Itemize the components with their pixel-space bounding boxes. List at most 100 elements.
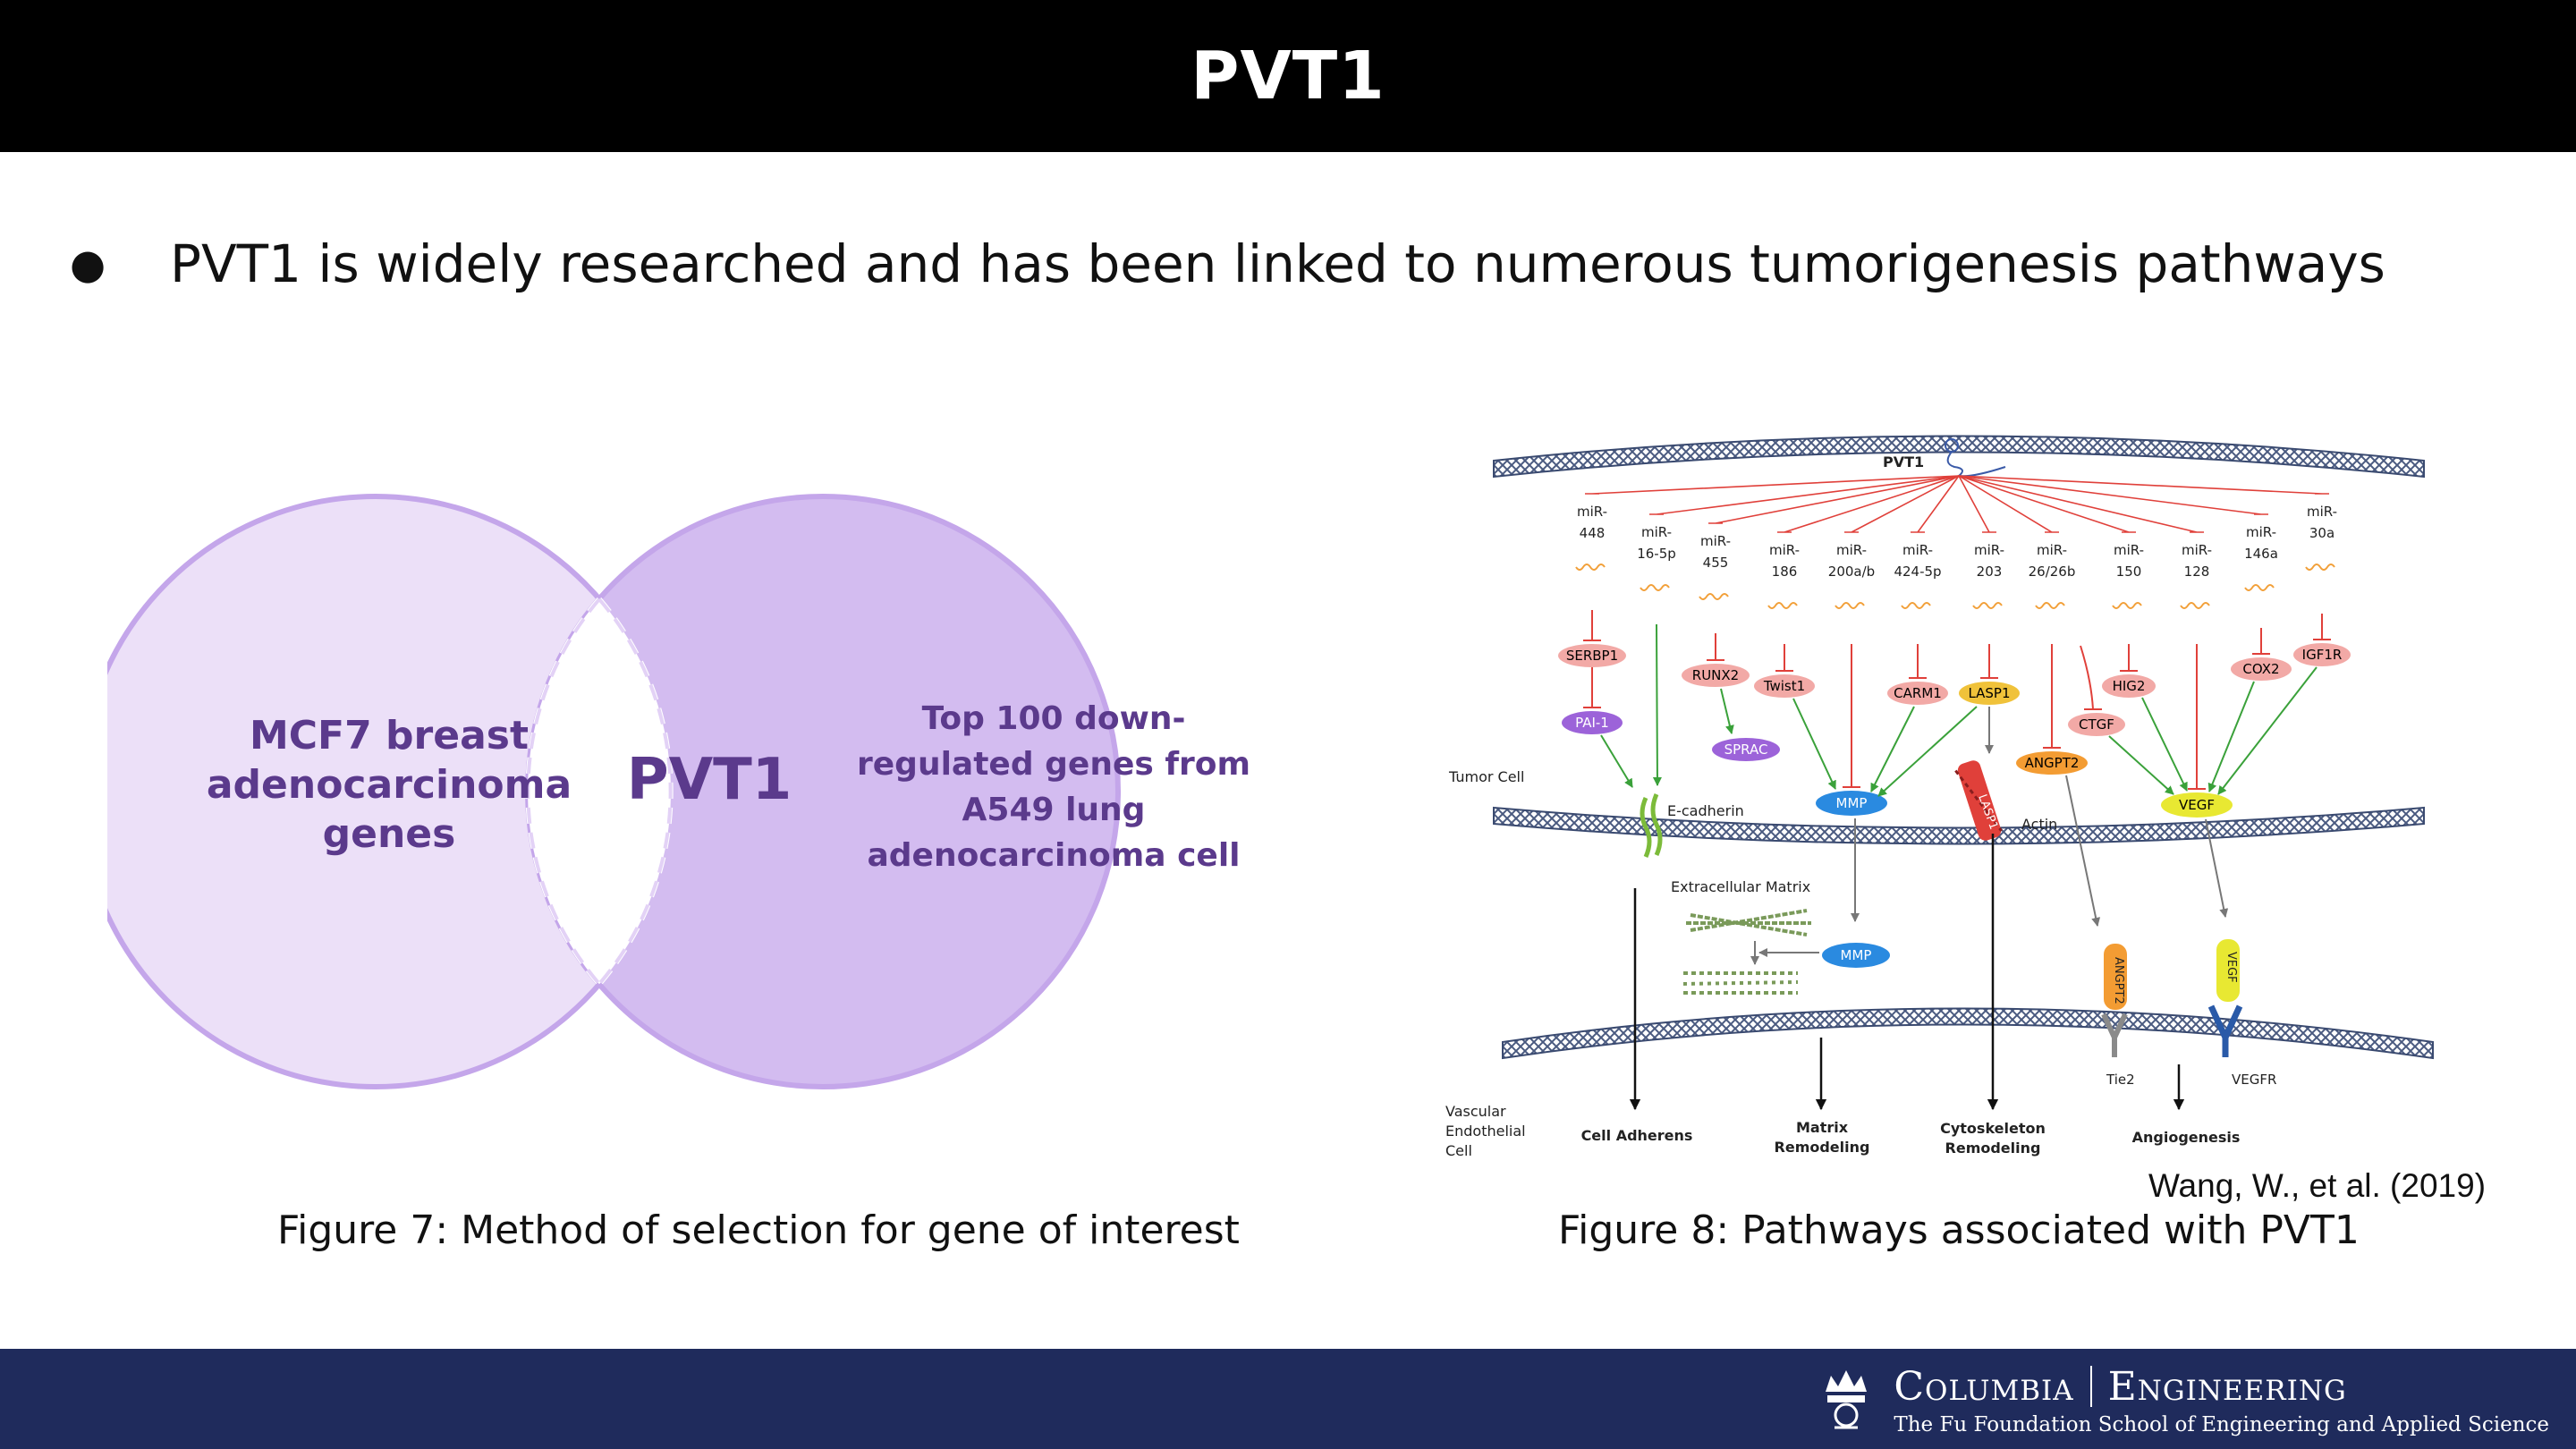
vascular-label: Vascular Endothelial Cell xyxy=(1445,1103,1526,1159)
mirna-label: 26/26b xyxy=(2029,564,2076,580)
venn-right-line: Top 100 down- xyxy=(922,700,1186,737)
vascular-label-line: Cell xyxy=(1445,1142,1472,1159)
activation-arrows xyxy=(1600,623,2318,797)
angpt2-receptor-icon: ANGPT2 xyxy=(2101,944,2128,1057)
venn-center-label: PVT1 xyxy=(627,747,792,813)
target-sprac: SPRAC xyxy=(1724,741,1768,758)
mirna-label: miR- xyxy=(2182,542,2212,558)
columbia-engineering-logo: Columbia Engineering The Fu Foundation S… xyxy=(1818,1361,2549,1438)
mirna-label: miR- xyxy=(1700,533,1731,549)
angpt2-receptor-label: ANGPT2 xyxy=(2112,957,2125,1004)
mirna-squiggle-icon xyxy=(2244,584,2275,591)
mirna-label: 424-5p xyxy=(1894,564,1941,580)
mirna-label: 200a/b xyxy=(1828,564,1875,580)
target-ctgf: CTGF xyxy=(2079,716,2114,733)
target-proteins: SERBP1 PAI-1 RUNX2 Twist1 SPRAC CARM1 LA… xyxy=(1558,643,2351,818)
logo-divider xyxy=(2089,1366,2092,1407)
pathway-diagram: PVT1 miR- 448 miR- 16-5p miR- 455 miR- 186 miR- 2… xyxy=(1445,435,2434,1159)
ecm-fibers-icon xyxy=(1682,909,1811,995)
venn-diagram: MCF7 breast adenocarcinoma genes PVT1 To… xyxy=(107,494,1250,1089)
pvt1-inhibition-line xyxy=(1777,475,1960,533)
tumor-cell-membrane xyxy=(1493,806,2425,845)
mirna-label: miR- xyxy=(1641,524,1672,540)
pvt1-inhibition-line xyxy=(1958,475,2268,515)
vegf-receptor-icon: VEGF xyxy=(2207,939,2243,1057)
mirna-label: 150 xyxy=(2116,564,2142,580)
mirna-squiggle-icon xyxy=(1901,602,1931,609)
pvt1-inhibition-line xyxy=(1958,475,2204,533)
mirna-label: 203 xyxy=(1977,564,2003,580)
mirna-squiggle-icon xyxy=(2305,564,2335,571)
title-bar: PVT1 xyxy=(0,0,2576,152)
mirna-squiggle-icon xyxy=(1575,564,1606,571)
figure8-caption: Figure 8: Pathways associated with PVT1 xyxy=(1558,1208,2360,1253)
target-angpt2: ANGPT2 xyxy=(2025,755,2080,771)
mirna-target-inhibitions xyxy=(1583,610,2331,790)
target-pai1: PAI-1 xyxy=(1575,715,1609,731)
mirna-squiggle-icon xyxy=(1972,602,2003,609)
venn-right-line: A549 lung xyxy=(962,792,1146,828)
outcome-matrix-line: Matrix xyxy=(1796,1119,1849,1136)
mirna-label: miR- xyxy=(2246,524,2276,540)
mirna-group: miR- 448 miR- 16-5p miR- 455 miR- 186 miR- 200a/b… xyxy=(1575,504,2337,609)
target-carm1: CARM1 xyxy=(1894,685,1942,701)
mirna-label: 448 xyxy=(1580,525,1606,541)
footer-bar: Columbia Engineering The Fu Foundation S… xyxy=(0,1349,2576,1449)
crown-icon xyxy=(1826,1370,1868,1429)
slide-title: PVT1 xyxy=(1191,38,1385,114)
target-cox2: COX2 xyxy=(2242,661,2279,677)
mirna-squiggle-icon xyxy=(1640,584,1670,591)
e-cadherin-icon xyxy=(1640,792,1663,859)
mirna-squiggle-icon xyxy=(1767,602,1798,609)
pvt1-inhibition-line xyxy=(1958,475,2136,533)
mirna-label: miR- xyxy=(1577,504,1607,520)
pvt1-inhibition-line xyxy=(1958,475,2059,533)
mirna-label: 128 xyxy=(2184,564,2210,580)
venn-right-label: Top 100 down- regulated genes from A549 … xyxy=(857,700,1250,874)
mirna-label: 146a xyxy=(2244,546,2278,562)
endothelial-membrane xyxy=(1502,1007,2434,1060)
mirna-label: 186 xyxy=(1772,564,1798,580)
target-mmp: MMP xyxy=(1836,795,1868,811)
bullet-item: ● PVT1 is widely researched and has been… xyxy=(70,228,2538,300)
outcome-matrix-line: Remodeling xyxy=(1775,1139,1870,1156)
bullet-text: PVT1 is widely researched and has been l… xyxy=(170,233,2385,294)
mirna-label: miR- xyxy=(1974,542,2004,558)
target-twist1: Twist1 xyxy=(1763,678,1805,694)
vegfr-label: VEGFR xyxy=(2232,1072,2276,1088)
mmp-ecm-node xyxy=(1822,943,1890,968)
outcome-angiogenesis: Angiogenesis xyxy=(2132,1129,2241,1146)
mirna-label: miR- xyxy=(2307,504,2337,520)
mmp-ecm-label: MMP xyxy=(1841,947,1872,963)
mirna-squiggle-icon xyxy=(2035,602,2065,609)
mirna-label: miR- xyxy=(1902,542,1933,558)
pvt1-inhibition-line xyxy=(1958,475,2329,495)
pvt1-inhibition-line xyxy=(1844,475,1960,533)
venn-dash-right-tint xyxy=(597,597,673,986)
tumor-cell-label: Tumor Cell xyxy=(1448,768,1524,785)
pvt1-inhibition-line xyxy=(1911,475,1960,533)
mirna-label: miR- xyxy=(2037,542,2067,558)
pvt1-rna-icon xyxy=(1945,438,2006,478)
target-runx2: RUNX2 xyxy=(1692,667,1739,683)
target-hig2: HIG2 xyxy=(2113,678,2146,694)
figure7-caption: Figure 7: Method of selection for gene o… xyxy=(277,1208,1240,1253)
e-cadherin-label: E-cadherin xyxy=(1667,802,1744,819)
mirna-label: 30a xyxy=(2309,525,2334,541)
top-membrane xyxy=(1493,435,2425,479)
target-lasp1: LASP1 xyxy=(1968,685,2010,701)
mirna-squiggle-icon xyxy=(1835,602,1865,609)
target-igf1r: IGF1R xyxy=(2302,647,2343,663)
venn-left-line: adenocarcinoma xyxy=(207,762,572,808)
venn-right-line: adenocarcinoma cell xyxy=(867,837,1240,874)
pvt1-inhibition-lines xyxy=(1585,475,2329,533)
actin-label: Actin xyxy=(2021,816,2057,833)
bullet-dot-icon: ● xyxy=(70,240,106,288)
gray-arrows xyxy=(1750,707,2229,965)
target-vegf: VEGF xyxy=(2179,797,2215,813)
vascular-label-line: Endothelial xyxy=(1445,1123,1526,1140)
logo-subtitle: The Fu Foundation School of Engineering … xyxy=(1894,1412,2549,1436)
mirna-squiggle-icon xyxy=(2180,602,2210,609)
mirna-label: 455 xyxy=(1703,555,1729,571)
mirna-label: 16-5p xyxy=(1637,546,1676,562)
